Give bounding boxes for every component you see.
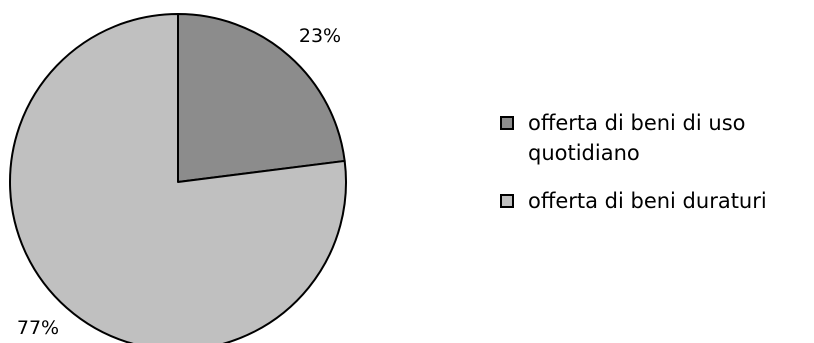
slice-label-0: 23% xyxy=(299,25,341,47)
legend-item-0: offerta di beni di uso quotidiano xyxy=(500,108,810,168)
legend-item-1: offerta di beni duraturi xyxy=(500,186,810,216)
legend-label-1: offerta di beni duraturi xyxy=(528,189,767,213)
pie-slice-0 xyxy=(177,13,346,183)
pie-slice-1 xyxy=(9,13,348,343)
slice-label-1: 77% xyxy=(17,317,59,339)
legend-label-0: offerta di beni di uso quotidiano xyxy=(528,111,746,165)
legend: offerta di beni di uso quotidiano offert… xyxy=(500,108,810,216)
pie-slices xyxy=(9,13,348,343)
legend-swatch-1 xyxy=(500,194,514,208)
legend-swatch-0 xyxy=(500,116,514,130)
